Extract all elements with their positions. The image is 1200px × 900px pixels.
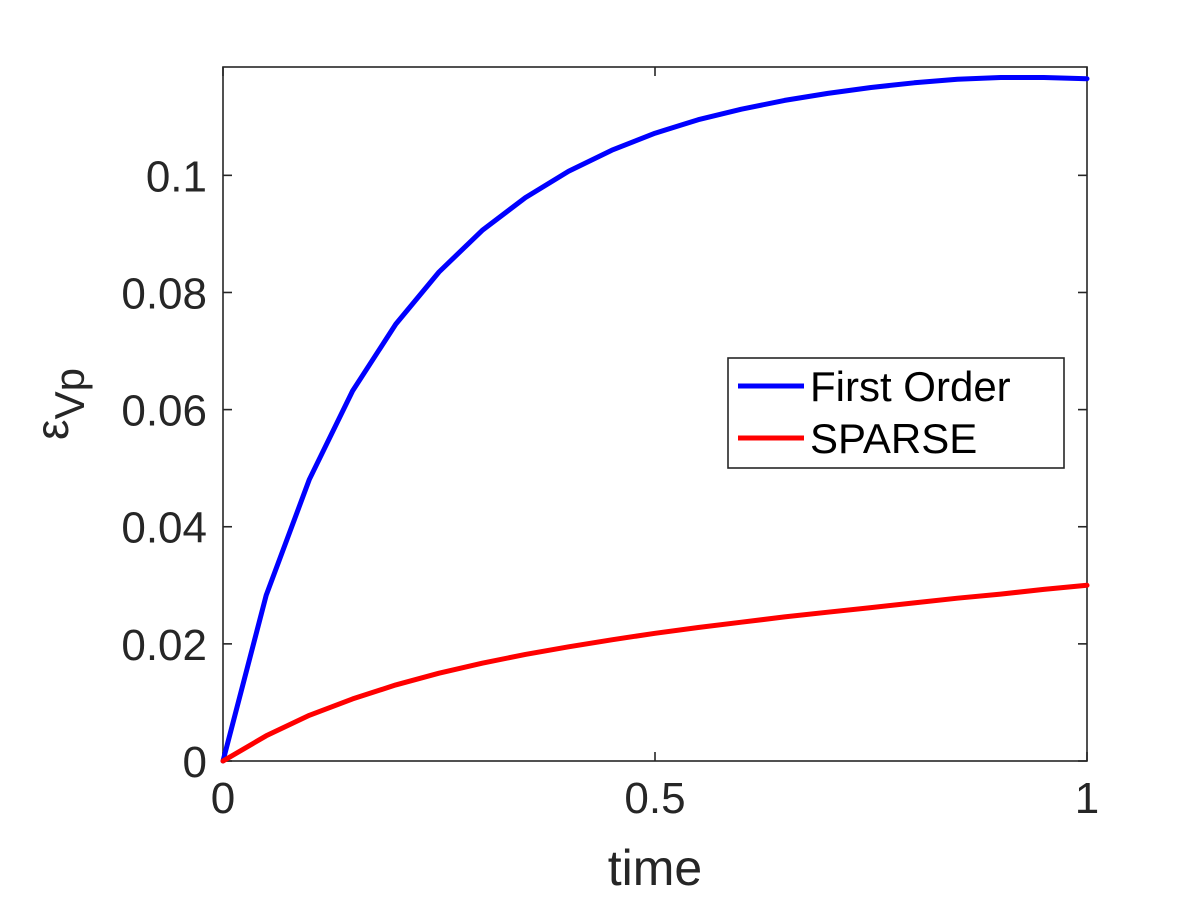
y-axis-label-sub: Vp (46, 368, 93, 419)
tick-labels: 0 0.5 1 0 0.02 0.04 0.06 0.08 0.1 (121, 152, 1099, 823)
series-line-sparse (220, 582, 1090, 764)
y-tick-label: 0.02 (121, 621, 207, 670)
y-tick-label: 0 (183, 738, 207, 787)
x-tick-label: 0.5 (624, 774, 685, 823)
x-tick-label: 1 (1075, 774, 1099, 823)
y-axis-label: εVp (26, 368, 93, 440)
legend-label-sparse: SPARSE (810, 415, 977, 462)
x-tick-label: 0 (211, 774, 235, 823)
svg-text:εVp: εVp (26, 368, 93, 440)
y-tick-label: 0.08 (121, 269, 207, 318)
x-axis-label: time (608, 840, 702, 896)
series-layer (220, 75, 1090, 764)
y-axis-label-main: ε (26, 419, 78, 440)
y-tick-label: 0.06 (121, 387, 207, 436)
legend-label-first-order: First Order (810, 363, 1011, 410)
legend-box (727, 357, 1065, 469)
legend: First Order SPARSE (727, 357, 1065, 469)
series-line-first-order (220, 75, 1090, 764)
y-tick-label: 0.1 (146, 152, 207, 201)
y-tick-label: 0.04 (121, 504, 207, 553)
